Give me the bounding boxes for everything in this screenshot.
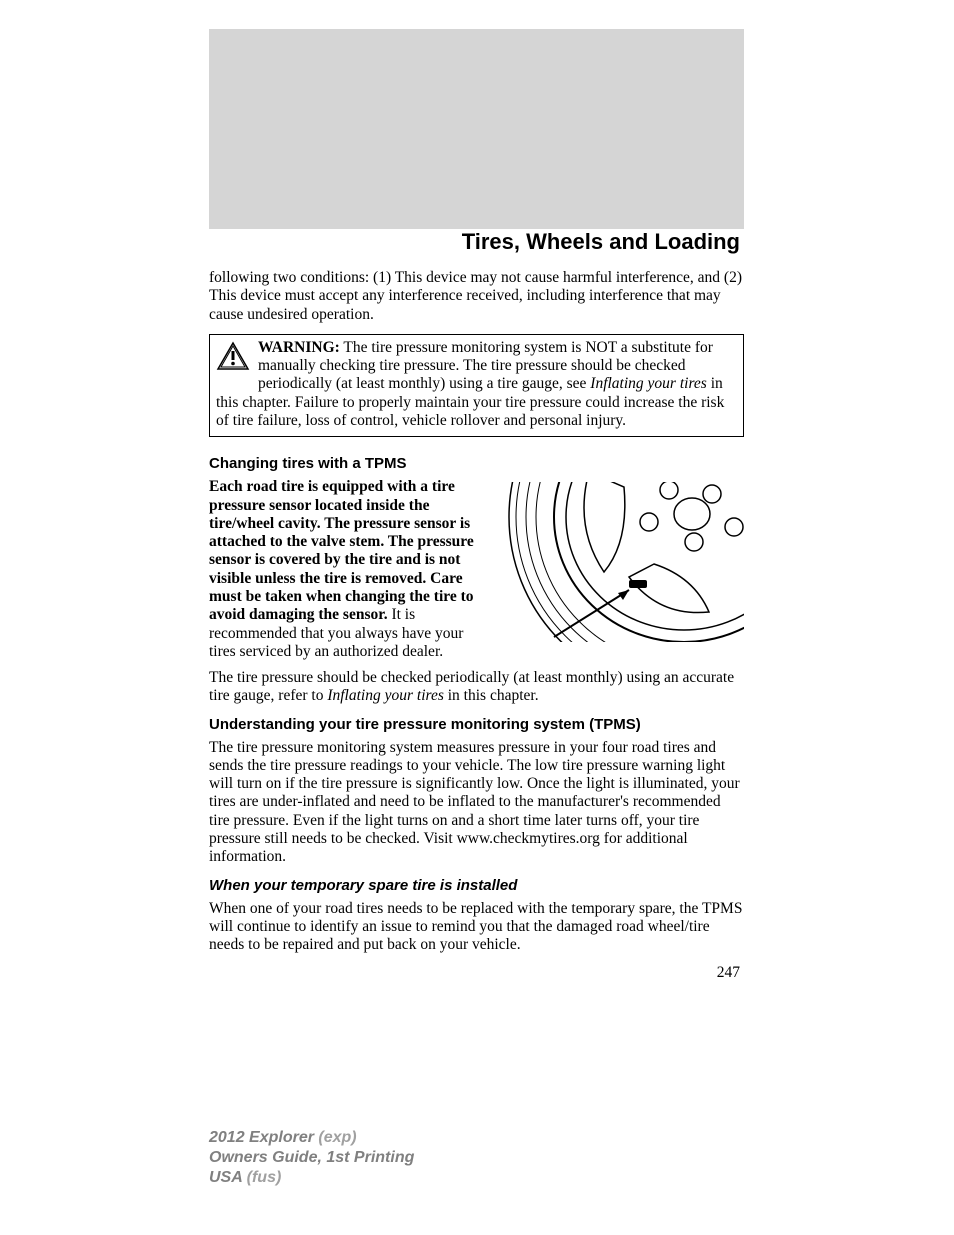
intro-paragraph: following two conditions: (1) This devic… xyxy=(209,269,744,324)
tpms-text-column: Each road tire is equipped with a tire p… xyxy=(209,478,479,661)
page-number: 247 xyxy=(209,964,744,982)
footer: 2012 Explorer (exp) Owners Guide, 1st Pr… xyxy=(209,1128,414,1188)
tpms-bold-text: Each road tire is equipped with a tire p… xyxy=(209,478,474,623)
warning-label: WARNING: xyxy=(258,339,340,356)
top-gray-band xyxy=(209,29,744,229)
footer-code2: (fus) xyxy=(242,1169,281,1186)
footer-model: 2012 Explorer xyxy=(209,1129,314,1146)
wheel-figure xyxy=(494,482,744,647)
tpms-para2-post: in this chapter. xyxy=(444,687,539,704)
footer-region: USA xyxy=(209,1169,242,1186)
footer-line2: Owners Guide, 1st Printing xyxy=(209,1148,414,1168)
footer-line3: USA (fus) xyxy=(209,1168,414,1188)
spare-heading: When your temporary spare tire is instal… xyxy=(209,877,744,894)
warning-icon xyxy=(216,341,250,376)
warning-box: WARNING: The tire pressure monitoring sy… xyxy=(209,334,744,437)
warning-italic-ref: Inflating your tires xyxy=(590,375,707,392)
understanding-heading: Understanding your tire pressure monitor… xyxy=(209,716,744,733)
section-title: Tires, Wheels and Loading xyxy=(209,229,744,255)
footer-line1: 2012 Explorer (exp) xyxy=(209,1128,414,1148)
warning-text: WARNING: The tire pressure monitoring sy… xyxy=(216,339,724,429)
understanding-text: The tire pressure monitoring system meas… xyxy=(209,739,744,867)
page-content: Tires, Wheels and Loading following two … xyxy=(209,229,744,982)
changing-tpms-heading: Changing tires with a TPMS xyxy=(209,455,744,472)
tpms-section: Each road tire is equipped with a tire p… xyxy=(209,478,744,661)
spare-text: When one of your road tires needs to be … xyxy=(209,900,744,955)
tpms-para2-italic: Inflating your tires xyxy=(327,687,444,704)
tpms-para2: The tire pressure should be checked peri… xyxy=(209,669,744,706)
footer-code1: (exp) xyxy=(314,1129,357,1146)
